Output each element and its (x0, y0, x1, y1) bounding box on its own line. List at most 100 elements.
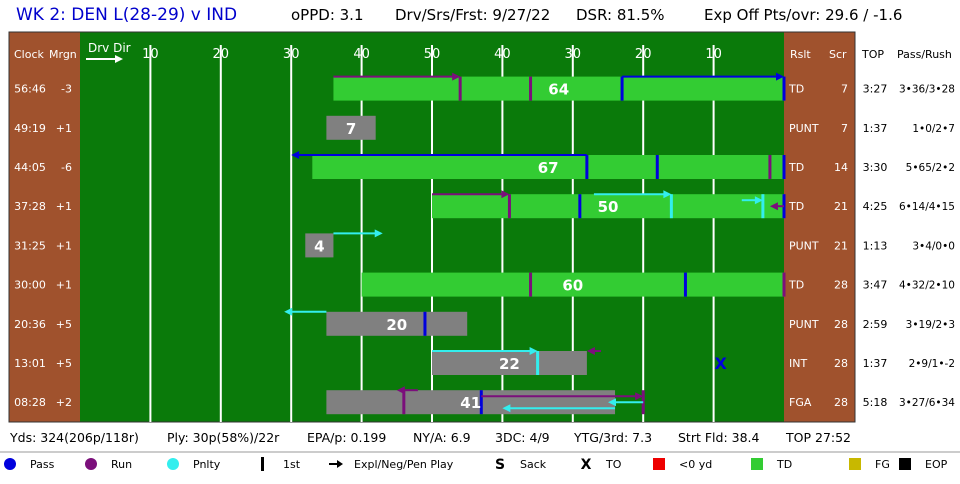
drive-result: PUNT (789, 239, 819, 252)
drive-top: 1:13 (863, 239, 888, 252)
drive-score: 28 (834, 396, 848, 409)
drive-margin: +1 (56, 200, 72, 213)
first-down-marker (458, 76, 462, 101)
drive-pass-rush: 3•4/0•0 (912, 240, 955, 252)
legend-label: TD (776, 458, 792, 471)
yard-label: 10 (705, 47, 722, 62)
drive-bar (312, 155, 784, 179)
play-arrowhead (502, 404, 511, 413)
drive-top: 4:25 (863, 200, 888, 213)
oppd-stat: oPPD: 3.1 (291, 6, 364, 24)
drive-row: 20:36 +5 PUNT 28 2:59 3•19/2•3 20 (14, 307, 955, 336)
drive-result: INT (789, 357, 807, 370)
drive-top: 3:47 (863, 279, 888, 292)
drive-margin: +1 (56, 239, 72, 252)
drive-clock: 31:25 (14, 239, 46, 252)
legend-item: Pass (4, 458, 55, 471)
drive-pass-rush: 1•0/2•7 (912, 123, 955, 135)
drive-yards-label: 4 (314, 237, 324, 255)
yard-label: 20 (635, 47, 652, 62)
col-header-rslt: Rslt (790, 48, 811, 61)
legend-square (653, 458, 665, 470)
drive-score: 7 (841, 122, 848, 135)
legend-item: TD (751, 458, 792, 471)
legend-dot (167, 458, 179, 470)
drive-bar (305, 233, 334, 258)
legend-label: <0 yd (679, 458, 712, 471)
drive-pass-rush: 3•36/3•28 (899, 84, 955, 96)
drive-margin: -3 (61, 83, 72, 96)
stat-top: TOP 27:52 (785, 430, 851, 445)
dsr-stat: DSR: 81.5% (576, 6, 665, 24)
drive-yards-label: 22 (499, 355, 520, 373)
drive-result: TD (788, 200, 804, 213)
drive-yards-label: 50 (598, 198, 619, 216)
yard-label: 30 (283, 47, 300, 62)
drive-clock: 13:01 (14, 357, 46, 370)
first-down-marker (782, 76, 786, 101)
legend-item: Run (85, 458, 132, 471)
drive-direction-arrowhead (115, 55, 123, 63)
drive-result: PUNT (789, 318, 819, 331)
first-down-marker (655, 155, 659, 179)
legend-label: Expl/Neg/Pen Play (354, 458, 454, 471)
drive-direction-label: Drv Dir (88, 41, 131, 55)
drive-yards-label: 64 (548, 81, 569, 99)
drive-top: 1:37 (863, 357, 888, 370)
exp-off-pts-stat: Exp Off Pts/ovr: 29.6 / -1.6 (704, 6, 902, 24)
play-arrowhead (284, 307, 293, 316)
stat-ytg: YTG/3rd: 7.3 (573, 430, 652, 445)
drive-pass-rush: 3•27/6•34 (899, 397, 955, 409)
drive-pass-rush: 4•32/2•10 (899, 280, 955, 292)
play-arrowhead (452, 72, 461, 81)
drive-result: TD (788, 83, 804, 96)
play-arrowhead (374, 229, 383, 238)
play-arrowhead (769, 202, 778, 211)
play-arrowhead (608, 398, 616, 407)
legend-dot (4, 458, 16, 470)
first-down-marker (782, 272, 786, 297)
drive-yards-label: 67 (538, 159, 559, 177)
stat-nya: NY/A: 6.9 (413, 430, 471, 445)
drive-margin: +2 (56, 396, 72, 409)
legend-label: Sack (520, 458, 547, 471)
drive-top: 1:37 (863, 122, 888, 135)
drive-top: 5:18 (863, 396, 888, 409)
left-endzone (9, 32, 80, 422)
drive-bar (326, 390, 616, 415)
yard-label: 40 (494, 47, 511, 62)
legend-bar (261, 457, 264, 471)
drive-row: 08:28 +2 FGA 28 5:18 3•27/6•34 41 (14, 386, 955, 415)
turnover-marker: X (714, 354, 727, 373)
stat-3dc: 3DC: 4/9 (495, 430, 550, 445)
drive-result: TD (788, 279, 804, 292)
drive-clock: 44:05 (14, 161, 46, 174)
drive-row: 56:46 -3 TD 7 3:27 3•36/3•28 64 (14, 72, 955, 101)
legend-square (849, 458, 861, 470)
drive-result: TD (788, 161, 804, 174)
drive-bar (432, 194, 784, 219)
drive-score: 21 (834, 239, 848, 252)
play-arrowhead (396, 386, 405, 395)
drive-row: 13:01 +5 INT 28 1:37 2•9/1•-2 22 X (14, 347, 955, 375)
drive-margin: -6 (61, 161, 72, 174)
drive-bar (333, 76, 784, 101)
play-arrowhead (291, 151, 300, 159)
first-down-marker (683, 272, 687, 297)
chart-title: WK 2: DEN L(28-29) v IND (16, 5, 237, 25)
first-down-marker (761, 194, 765, 219)
drive-pass-rush: 2•9/1•-2 (909, 358, 955, 370)
legend-square (751, 458, 763, 470)
drive-clock: 30:00 (14, 279, 46, 292)
drive-margin: +5 (56, 318, 72, 331)
first-down-marker (782, 155, 786, 179)
legend-letter: S (495, 457, 505, 473)
legend-item: Expl/Neg/Pen Play (329, 458, 454, 471)
drive-top: 2:59 (863, 318, 888, 331)
drive-score: 28 (834, 279, 848, 292)
drive-top: 3:27 (863, 83, 888, 96)
play-arrowhead (586, 347, 595, 355)
legend-item: X TO (581, 457, 622, 473)
drive-margin: +5 (56, 357, 72, 370)
